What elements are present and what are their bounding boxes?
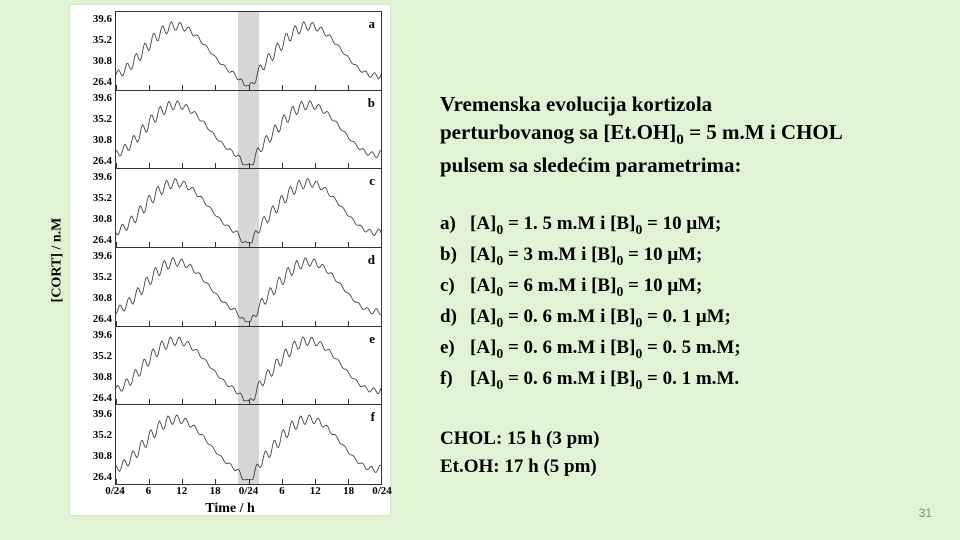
chart-panel-f: f — [116, 405, 381, 484]
param-value: [A]0 = 1. 5 m.M i [B]0 = 10 μM; — [470, 209, 721, 240]
x-tick: 6 — [146, 485, 152, 497]
param-row: d)[A]0 = 0. 6 m.M i [B]0 = 0. 1 μM; — [440, 302, 920, 333]
y-tick: 30.8 — [93, 55, 112, 67]
heading-line2a: perturbovanog sa [Et.OH] — [440, 120, 676, 144]
y-tick: 30.8 — [93, 213, 112, 225]
trace-e — [116, 327, 381, 405]
y-tick: 26.4 — [93, 471, 112, 483]
trace-a — [116, 12, 381, 90]
param-key: e) — [440, 333, 470, 364]
panel-label: a — [369, 16, 376, 32]
chart-panel-d: d — [116, 248, 381, 327]
panel-label: f — [371, 409, 375, 425]
y-ticks-panel-b: 39.6 35.2 30.8 26.4 — [70, 90, 114, 169]
y-tick: 35.2 — [93, 113, 112, 125]
heading-line2b: = 5 m.M i CHOL — [684, 120, 843, 144]
trace-f — [116, 405, 381, 484]
cortisol-chart: [CORT] / n.M abcdef 0/24612180/24612180/… — [70, 5, 390, 515]
param-key: d) — [440, 302, 470, 333]
x-tick: 18 — [210, 485, 221, 497]
parameter-list: a)[A]0 = 1. 5 m.M i [B]0 = 10 μM;b)[A]0 … — [440, 209, 920, 395]
heading: Vremenska evolucija kortizola perturbova… — [440, 90, 920, 179]
trace-c — [116, 169, 381, 247]
y-ticks-panel-a: 39.6 35.2 30.8 26.4 — [70, 11, 114, 90]
x-tick: 12 — [310, 485, 321, 497]
y-tick: 39.6 — [93, 250, 112, 262]
y-axis-label: [CORT] / n.M — [49, 218, 65, 303]
param-value: [A]0 = 0. 6 m.M i [B]0 = 0. 1 m.M. — [470, 364, 739, 395]
y-tick: 30.8 — [93, 450, 112, 462]
trace-b — [116, 91, 381, 169]
x-axis-label: Time / h — [205, 501, 255, 517]
param-key: f) — [440, 364, 470, 395]
y-tick: 26.4 — [93, 234, 112, 246]
chart-panel-b: b — [116, 91, 381, 170]
y-tick: 35.2 — [93, 192, 112, 204]
y-tick: 39.6 — [93, 408, 112, 420]
param-row: c)[A]0 = 6 m.M i [B]0 = 10 μM; — [440, 271, 920, 302]
panel-label: b — [368, 95, 375, 111]
x-tick: 12 — [176, 485, 187, 497]
panel-label: d — [368, 252, 375, 268]
x-tick: 0/24 — [372, 485, 392, 497]
y-tick: 35.2 — [93, 350, 112, 362]
y-tick: 39.6 — [93, 171, 112, 183]
subscript-zero: 0 — [676, 133, 684, 149]
y-tick: 26.4 — [93, 76, 112, 88]
x-tick: 6 — [279, 485, 285, 497]
y-tick: 39.6 — [93, 92, 112, 104]
y-ticks-panel-f: 39.6 35.2 30.8 26.4 — [70, 406, 114, 485]
x-tick: 18 — [343, 485, 354, 497]
chart-column: [CORT] / n.M a b c d e f 0/24 6 12 18 0/24 6 12 18 0/… — [0, 0, 410, 540]
param-row: b)[A]0 = 3 m.M i [B]0 = 10 μM; — [440, 240, 920, 271]
param-key: a) — [440, 209, 470, 240]
panel-label: e — [369, 331, 375, 347]
y-tick: 39.6 — [93, 329, 112, 341]
y-tick: 30.8 — [93, 292, 112, 304]
param-row: f)[A]0 = 0. 6 m.M i [B]0 = 0. 1 m.M. — [440, 364, 920, 395]
param-key: b) — [440, 240, 470, 271]
y-tick: 39.6 — [93, 13, 112, 25]
chart-panel-c: c — [116, 169, 381, 248]
param-key: c) — [440, 271, 470, 302]
x-tick: 0/24 — [239, 485, 259, 497]
heading-line1: Vremenska evolucija kortizola — [440, 92, 712, 116]
y-ticks-panel-c: 39.6 35.2 30.8 26.4 — [70, 169, 114, 248]
slide-root: [CORT] / n.M a b c d e f 0/24 6 12 18 0/24 6 12 18 0/… — [0, 0, 960, 540]
y-tick: 26.4 — [93, 313, 112, 325]
param-row: e)[A]0 = 0. 6 m.M i [B]0 = 0. 5 m.M; — [440, 333, 920, 364]
param-row: a)[A]0 = 1. 5 m.M i [B]0 = 10 μM; — [440, 209, 920, 240]
y-tick: 35.2 — [93, 429, 112, 441]
x-tick: 0/24 — [105, 485, 125, 497]
timing-etoh: Et.OH: 17 h (5 pm) — [440, 453, 920, 481]
param-value: [A]0 = 3 m.M i [B]0 = 10 μM; — [470, 240, 702, 271]
chart-panel-e: e — [116, 327, 381, 406]
y-tick: 35.2 — [93, 34, 112, 46]
chart-panel-a: a — [116, 12, 381, 91]
y-tick: 30.8 — [93, 371, 112, 383]
heading-line3: pulsem sa sledećim parametrima: — [440, 153, 742, 177]
trace-d — [116, 248, 381, 326]
param-value: [A]0 = 0. 6 m.M i [B]0 = 0. 1 μM; — [470, 302, 731, 333]
plot-area: a b c d e f — [115, 11, 382, 485]
y-ticks-panel-e: 39.6 35.2 30.8 26.4 — [70, 327, 114, 406]
timing-block: CHOL: 15 h (3 pm) Et.OH: 17 h (5 pm) — [440, 425, 920, 480]
y-ticks-panel-d: 39.6 35.2 30.8 26.4 — [70, 248, 114, 327]
param-value: [A]0 = 6 m.M i [B]0 = 10 μM; — [470, 271, 702, 302]
page-number: 31 — [919, 506, 932, 520]
y-tick: 26.4 — [93, 392, 112, 404]
timing-chol: CHOL: 15 h (3 pm) — [440, 425, 920, 453]
y-tick: 30.8 — [93, 134, 112, 146]
text-column: Vremenska evolucija kortizola perturbova… — [410, 0, 960, 540]
y-tick: 26.4 — [93, 155, 112, 167]
param-value: [A]0 = 0. 6 m.M i [B]0 = 0. 5 m.M; — [470, 333, 741, 364]
panel-label: c — [369, 173, 375, 189]
y-tick: 35.2 — [93, 271, 112, 283]
